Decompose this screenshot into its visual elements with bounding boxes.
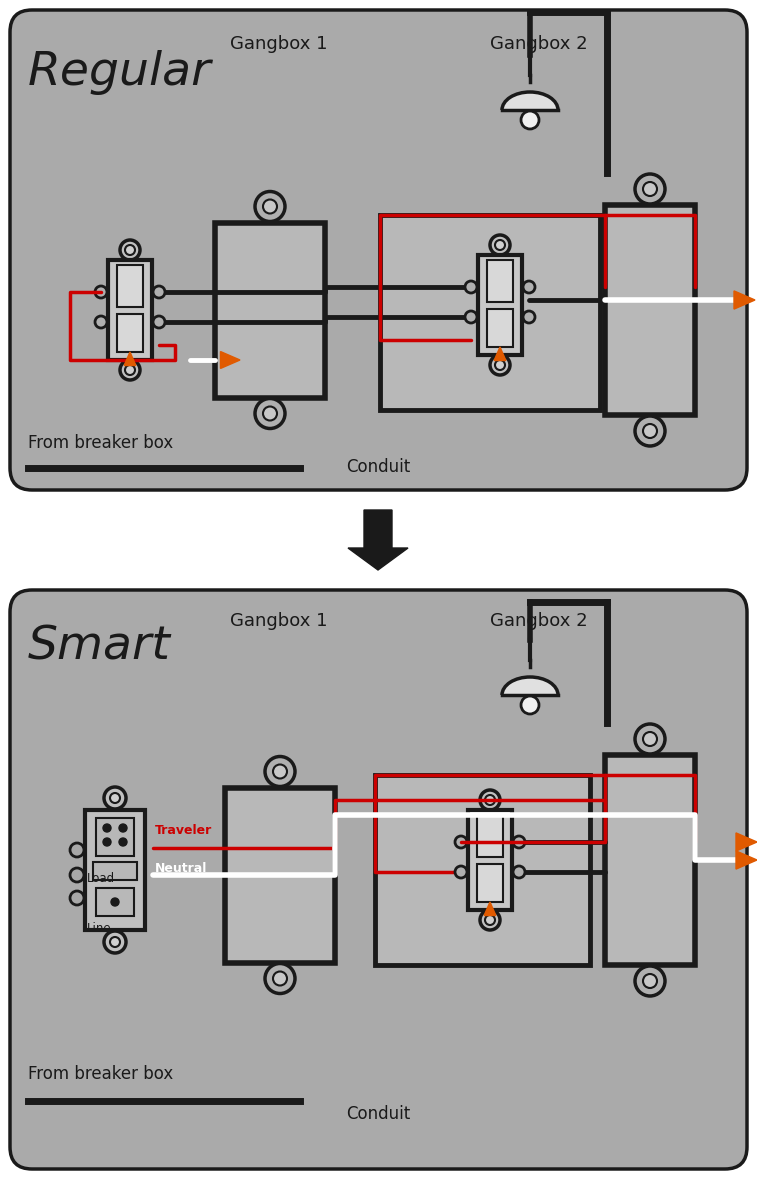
Text: Conduit: Conduit	[346, 1105, 410, 1124]
Bar	[96, 888, 134, 916]
Circle shape	[521, 696, 539, 714]
Text: Smart: Smart	[28, 625, 171, 670]
Circle shape	[635, 174, 665, 204]
Bar	[117, 265, 143, 307]
Circle shape	[643, 182, 657, 196]
Bar	[605, 755, 695, 964]
Polygon shape	[348, 511, 408, 569]
Circle shape	[125, 245, 135, 255]
Circle shape	[120, 241, 140, 261]
Circle shape	[495, 360, 505, 370]
Circle shape	[485, 795, 495, 805]
Circle shape	[490, 235, 510, 255]
Circle shape	[153, 316, 165, 328]
Circle shape	[104, 931, 126, 953]
Circle shape	[95, 286, 107, 298]
Circle shape	[153, 286, 165, 298]
FancyBboxPatch shape	[10, 590, 747, 1170]
Text: Regular: Regular	[28, 50, 211, 95]
Circle shape	[480, 910, 500, 930]
Circle shape	[455, 867, 467, 878]
Circle shape	[95, 316, 107, 328]
Polygon shape	[484, 902, 496, 916]
Text: Traveler: Traveler	[155, 824, 212, 837]
Circle shape	[495, 241, 505, 250]
Polygon shape	[124, 353, 136, 365]
Bar	[477, 864, 503, 902]
Circle shape	[635, 966, 665, 996]
Circle shape	[70, 868, 84, 882]
Circle shape	[119, 838, 127, 847]
Bar	[93, 862, 137, 880]
Circle shape	[643, 732, 657, 746]
Text: Conduit: Conduit	[346, 457, 410, 476]
Bar	[117, 314, 143, 353]
Bar	[215, 223, 325, 397]
Text: Neutral: Neutral	[155, 862, 207, 875]
Circle shape	[635, 416, 665, 446]
Text: Gangbox 2: Gangbox 2	[490, 612, 587, 630]
Polygon shape	[220, 351, 240, 369]
Circle shape	[110, 793, 120, 803]
Circle shape	[263, 199, 277, 213]
Circle shape	[643, 974, 657, 988]
Bar	[605, 205, 695, 415]
Bar	[487, 261, 513, 302]
Bar	[468, 810, 512, 910]
Bar	[85, 810, 145, 930]
Bar	[380, 215, 600, 410]
Polygon shape	[502, 677, 558, 694]
Text: Line: Line	[87, 922, 111, 935]
Circle shape	[485, 915, 495, 926]
Circle shape	[643, 424, 657, 439]
Circle shape	[255, 191, 285, 222]
Polygon shape	[736, 832, 757, 851]
Circle shape	[110, 937, 120, 947]
Circle shape	[104, 788, 126, 809]
Text: Load: Load	[87, 872, 115, 885]
Polygon shape	[734, 291, 755, 309]
Circle shape	[263, 407, 277, 421]
Circle shape	[70, 891, 84, 905]
Text: From breaker box: From breaker box	[28, 1065, 173, 1084]
Circle shape	[513, 836, 525, 848]
Text: Gangbox 1: Gangbox 1	[230, 35, 328, 53]
Bar	[478, 255, 522, 355]
Circle shape	[521, 111, 539, 129]
Circle shape	[255, 399, 285, 428]
Text: From breaker box: From breaker box	[28, 434, 173, 452]
Circle shape	[523, 311, 535, 323]
Circle shape	[111, 898, 119, 905]
Bar	[108, 261, 152, 360]
Circle shape	[523, 281, 535, 294]
Circle shape	[265, 757, 295, 786]
Circle shape	[635, 724, 665, 755]
Circle shape	[513, 867, 525, 878]
Circle shape	[480, 790, 500, 810]
Circle shape	[465, 311, 477, 323]
Circle shape	[273, 764, 287, 778]
Circle shape	[103, 838, 111, 847]
Bar	[477, 815, 503, 857]
Circle shape	[265, 963, 295, 994]
Circle shape	[70, 843, 84, 857]
Polygon shape	[736, 851, 757, 869]
Bar	[375, 775, 590, 964]
FancyBboxPatch shape	[10, 9, 747, 490]
Circle shape	[120, 360, 140, 380]
Polygon shape	[494, 347, 506, 361]
Bar	[225, 788, 335, 962]
Polygon shape	[502, 92, 558, 110]
Text: Gangbox 2: Gangbox 2	[490, 35, 587, 53]
Circle shape	[455, 836, 467, 848]
Bar	[96, 818, 134, 856]
Circle shape	[125, 365, 135, 375]
Text: Gangbox 1: Gangbox 1	[230, 612, 328, 630]
Circle shape	[465, 281, 477, 294]
Circle shape	[119, 824, 127, 832]
Circle shape	[490, 355, 510, 375]
Circle shape	[273, 971, 287, 986]
Bar	[487, 309, 513, 347]
Circle shape	[103, 824, 111, 832]
